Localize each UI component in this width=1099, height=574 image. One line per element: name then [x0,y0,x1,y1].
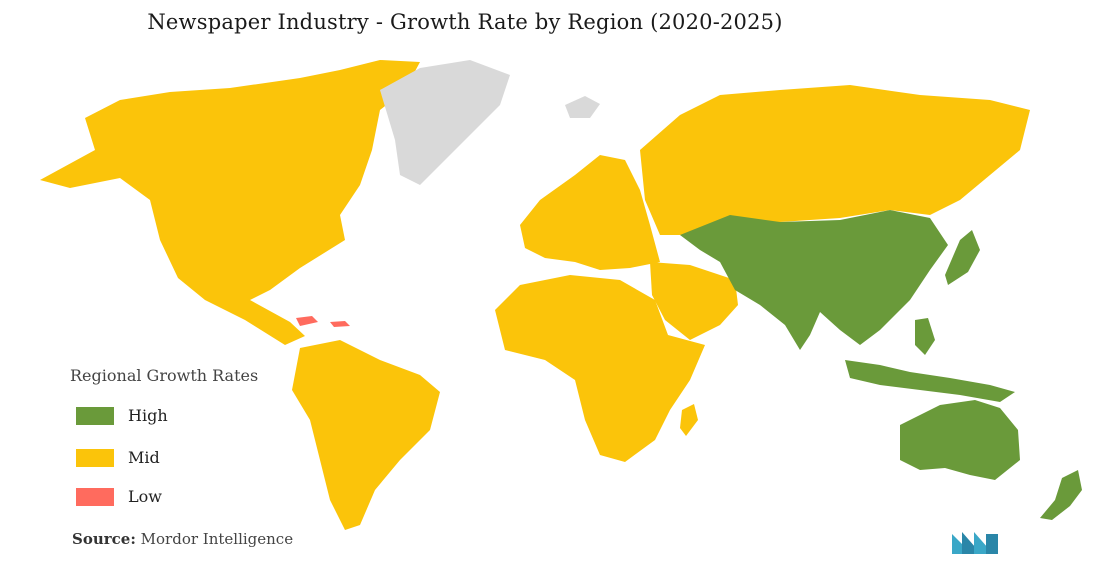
region-madagascar [680,404,698,436]
region-iceland [565,96,600,118]
mordor-logo-icon [952,532,998,554]
region-new-zealand [1040,470,1082,520]
chart-title: Newspaper Industry - Growth Rate by Regi… [147,10,783,34]
region-europe [520,155,660,270]
region-middle-east [650,262,738,340]
legend-label-mid: Mid [128,448,160,467]
region-caribbean [296,316,318,326]
legend-label-low: Low [128,487,162,506]
region-greenland [380,60,510,185]
region-africa [495,275,705,462]
region-asia-high [680,210,948,350]
source-note: Source: Mordor Intelligence [72,530,293,548]
region-caribbean-islands [330,321,350,327]
legend-label-high: High [128,406,168,425]
legend-swatch-low [76,487,114,506]
legend-swatch-mid [76,448,114,467]
legend-swatch-high [76,406,114,425]
region-north-america [40,60,420,345]
legend-item-high: High [76,406,168,425]
region-russia [640,85,1030,235]
region-australia [900,400,1020,480]
region-japan [945,230,980,285]
region-indonesia [845,360,1015,402]
source-prefix: Source: [72,530,136,548]
region-philippines [915,318,935,355]
source-text: Mordor Intelligence [140,530,294,548]
legend-item-low: Low [76,487,162,506]
legend-title: Regional Growth Rates [70,366,259,385]
legend-item-mid: Mid [76,448,160,467]
region-south-america [292,340,440,530]
